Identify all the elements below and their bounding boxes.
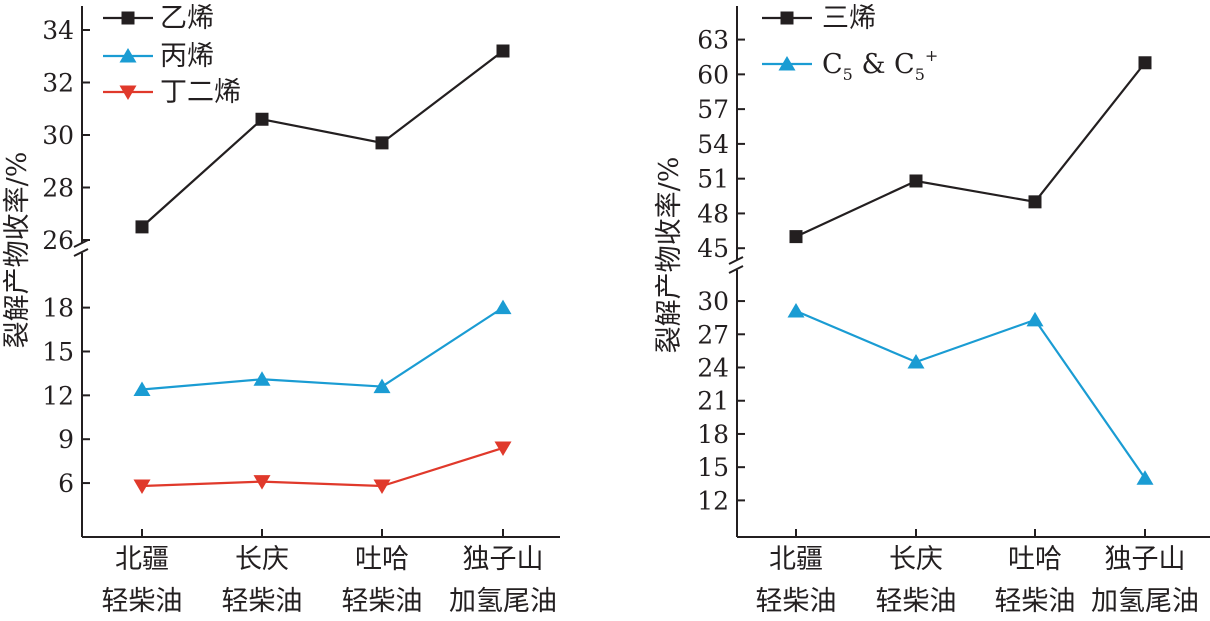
chart1-ytick-label: 15 — [42, 337, 74, 366]
chart2-ytick-label: 48 — [697, 199, 729, 228]
chart1-series-2-point — [133, 381, 151, 396]
chart1-series-line-3 — [141, 446, 504, 488]
chart2-xtick-label: 轻柴油 — [876, 586, 957, 617]
chart1-xtick-label: 加氢尾油 — [449, 586, 557, 617]
chart1-series-3-point — [133, 479, 151, 494]
chart1-series-3-point — [253, 475, 271, 490]
chart2-xtick-label: 长庆 — [889, 544, 943, 575]
chart1-ytick-label: 18 — [42, 294, 74, 323]
chart1-xtick-label: 独子山 — [463, 544, 544, 575]
chart2-y-axis-label: 裂解产物收率/% — [654, 157, 685, 354]
chart2-ytick-label: 18 — [697, 420, 729, 449]
chart2-xtick-label: 独子山 — [1105, 544, 1186, 575]
chart1-ytick-label: 32 — [42, 69, 74, 98]
chart2-series-line-1 — [795, 62, 1146, 238]
chart2-series-2-point — [907, 353, 925, 369]
chart1-series-2-point — [253, 371, 271, 386]
chart2-ytick-label: 45 — [697, 234, 729, 263]
chart2-xtick-label: 轻柴油 — [995, 586, 1076, 617]
chart2-xtick-label: 北疆 — [769, 544, 823, 575]
chart1-axis-break-mark — [73, 239, 89, 248]
chart1-legend-label-3: 丁二烯 — [160, 77, 241, 108]
chart1-series-1-point — [255, 112, 269, 126]
chart2-series-1-point — [1138, 56, 1152, 70]
chart1-series-2-point — [494, 299, 512, 315]
chart1-xtick-label: 轻柴油 — [222, 586, 303, 617]
chart1-series-2-point — [373, 378, 391, 394]
chart1-legend-label-1: 乙烯 — [160, 3, 214, 34]
chart1-axis-break-gap — [72, 243, 92, 253]
chart2-xtick-label: 轻柴油 — [756, 586, 837, 617]
chart1-ytick-label: 28 — [42, 174, 74, 203]
chart2-ytick-label: 15 — [697, 453, 729, 482]
chart2-ytick-label: 24 — [697, 354, 729, 383]
chart2-legend-label-1: 三烯 — [822, 3, 876, 34]
chart1-series-line-1 — [141, 50, 504, 228]
chart1-series-1-point — [135, 220, 149, 234]
chart1-legend-label-2: 丙烯 — [160, 41, 214, 72]
chart2-legend-marker-1 — [780, 11, 794, 25]
chart1-y-axis-label: 裂解产物收率/% — [2, 152, 33, 349]
chart2-ytick-label: 57 — [697, 95, 729, 124]
chart2-xtick-label: 吐哈 — [1008, 544, 1062, 575]
chart1-series-1-point — [496, 44, 510, 58]
chart2-axis-break-mark — [728, 265, 744, 274]
chart1-ytick-label: 34 — [42, 16, 74, 45]
chart2-series-2-point — [1026, 311, 1044, 327]
chart2-ytick-label: 54 — [697, 130, 729, 159]
chart1-ytick-label: 12 — [42, 381, 74, 410]
chart2-series-line-2 — [795, 310, 1146, 479]
chart1-series-3-point — [373, 479, 391, 494]
chart2-ytick-label: 27 — [697, 320, 729, 349]
chart1-xtick-label: 吐哈 — [355, 544, 409, 575]
chart2-ytick-label: 30 — [697, 287, 729, 316]
chart2-series-1-point — [909, 174, 923, 188]
chart2-axis-break-gap — [727, 260, 747, 270]
chart2-xtick-label: 加氢尾油 — [1091, 586, 1199, 617]
chart2-axis-break-mark — [728, 256, 744, 265]
chart2-ytick-label: 12 — [697, 486, 729, 515]
chart1-xtick-label: 轻柴油 — [342, 586, 423, 617]
chart1-series-3-point — [494, 441, 512, 456]
chart1-axis-break-mark — [73, 248, 89, 257]
chart1-legend-marker-2 — [119, 48, 137, 63]
chart2-series-2-point — [1136, 470, 1154, 485]
chart1-xtick-label: 长庆 — [235, 544, 289, 575]
chart1-ytick-label: 26 — [42, 226, 74, 255]
chart1-ytick-label: 30 — [42, 121, 74, 150]
chart2-legend-label-2: C5 & C5+ — [822, 46, 938, 84]
chart1-series-1-point — [375, 136, 389, 150]
chart1-ytick-label: 9 — [58, 425, 74, 454]
chart1-ytick-label: 6 — [58, 469, 74, 498]
chart1-xtick-label: 北疆 — [115, 544, 169, 575]
chart2-ytick-label: 21 — [697, 387, 729, 416]
chart1-series-line-2 — [141, 306, 504, 391]
chart2-ytick-label: 63 — [697, 26, 729, 55]
chart1-legend-marker-3 — [119, 85, 137, 100]
chart2-series-2-point — [787, 303, 805, 318]
chart2-ytick-label: 60 — [697, 60, 729, 89]
chart2-legend-marker-2 — [778, 56, 796, 71]
chart1-xtick-label: 轻柴油 — [102, 586, 183, 617]
chart2-ytick-label: 51 — [697, 165, 729, 194]
chart1-legend-marker-1 — [121, 11, 135, 25]
chart2-series-1-point — [789, 230, 803, 244]
chart2-series-1-point — [1028, 195, 1042, 209]
